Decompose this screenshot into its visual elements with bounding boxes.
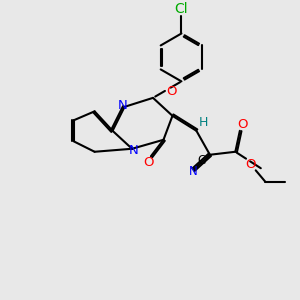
Text: O: O xyxy=(167,85,177,98)
Text: O: O xyxy=(143,156,154,169)
Text: N: N xyxy=(188,166,197,178)
Text: O: O xyxy=(237,118,247,131)
Text: N: N xyxy=(118,99,128,112)
Text: N: N xyxy=(129,144,138,157)
Text: C: C xyxy=(198,154,206,167)
Text: Cl: Cl xyxy=(175,2,188,16)
Text: O: O xyxy=(245,158,256,171)
Text: H: H xyxy=(198,116,208,129)
